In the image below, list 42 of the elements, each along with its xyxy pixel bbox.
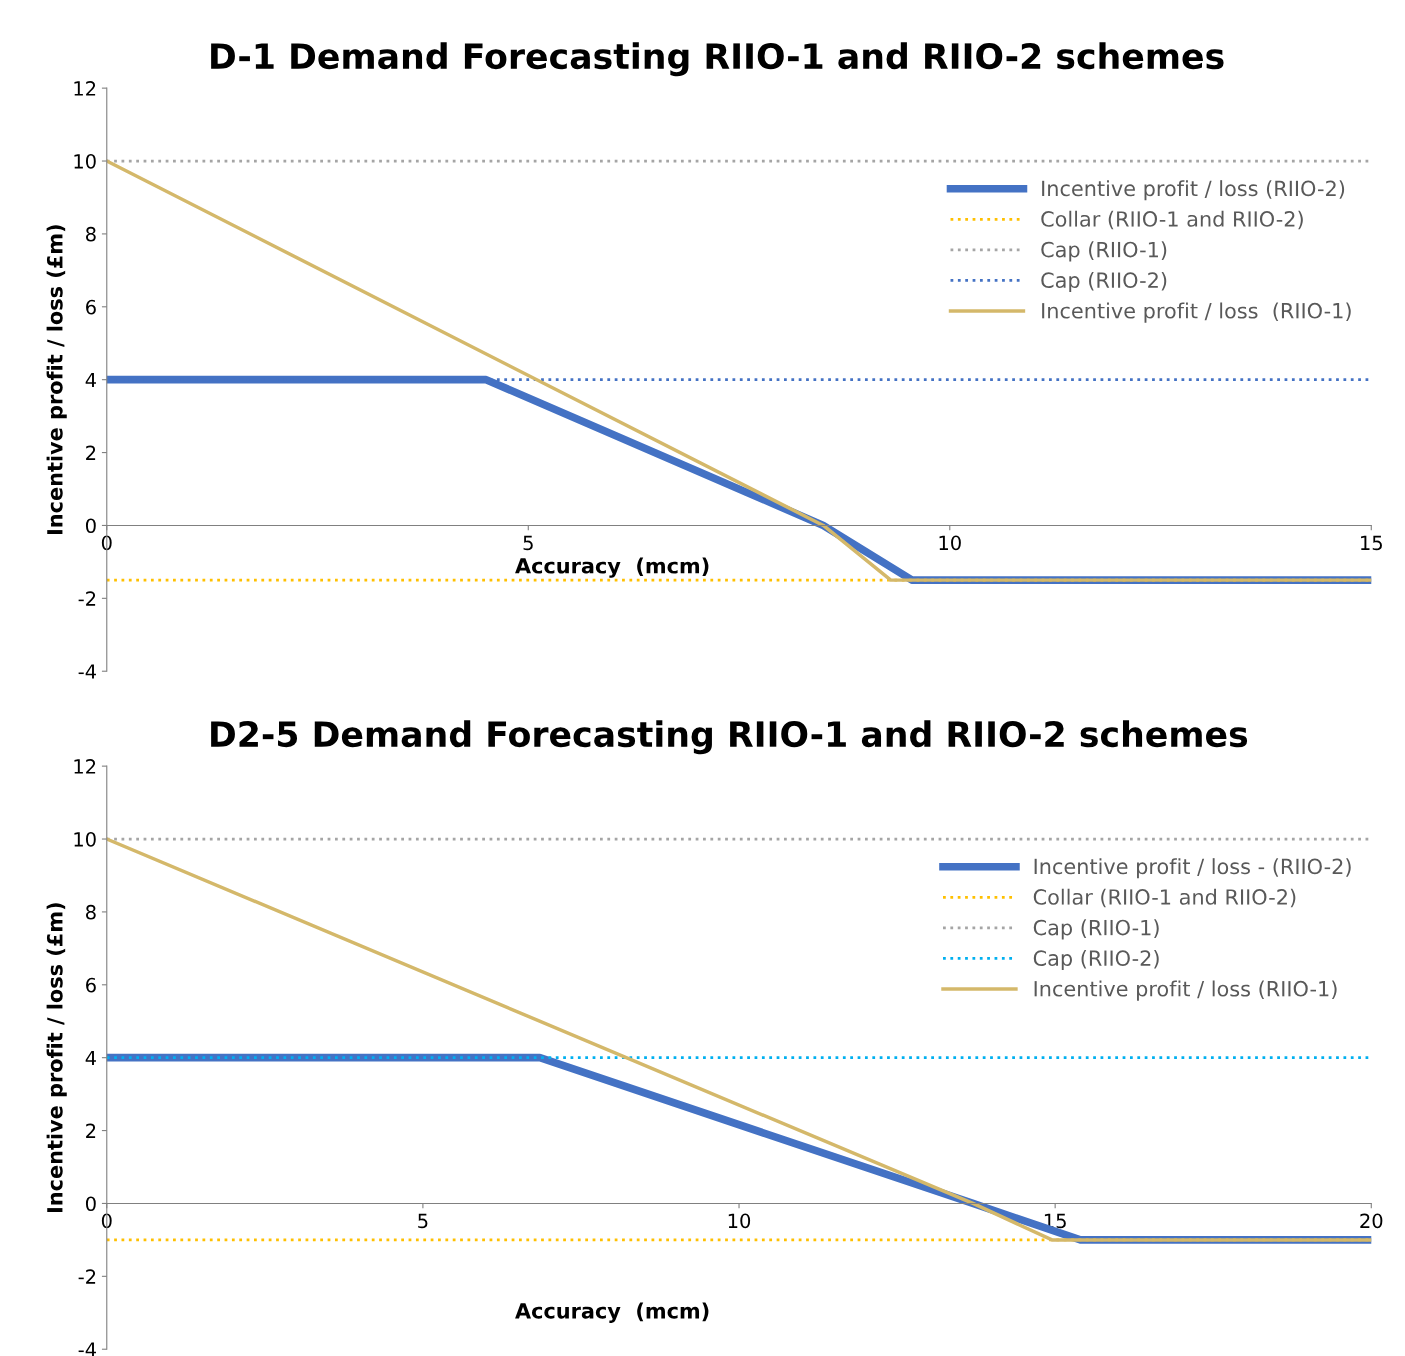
legend-label: Cap (RIIO-2) — [1041, 271, 1167, 293]
x-axis-title: Accuracy (mcm) — [515, 1302, 709, 1323]
legend-label: Collar (RIIO-1 and RIIO-2) — [1041, 210, 1303, 230]
legend-label: Incentive profit / loss - (RIIO-2) — [1034, 858, 1351, 879]
y-tick-label: 0 — [85, 1196, 96, 1212]
legend-label: Cap (RIIO-1) — [1033, 919, 1159, 940]
y-tick-label: -2 — [78, 591, 96, 606]
y-tick-label: 12 — [74, 81, 96, 96]
chart-title: D-1 Demand Forecasting RIIO-1 and RIIO-2 schemes — [211, 42, 1224, 77]
legend-label: Incentive profit / loss (RIIO-1) — [1042, 302, 1351, 323]
x-tick-label: 0 — [101, 535, 112, 551]
y-tick-label: 2 — [86, 445, 96, 460]
legend-label: Cap (RIIO-2) — [1033, 949, 1159, 971]
x-tick-label: 10 — [728, 1213, 751, 1229]
y-tick-label: 10 — [74, 153, 96, 169]
x-tick-label: 5 — [523, 535, 533, 551]
legend-label: Incentive profit / loss (RIIO-1) — [1034, 980, 1337, 1001]
y-tick-label: -4 — [78, 664, 96, 679]
y-tick-label: 6 — [86, 299, 96, 315]
y-tick-label: 8 — [86, 904, 96, 920]
chart-title: D2-5 Demand Forecasting RIIO-1 and RIIO-2 schemes — [211, 720, 1248, 755]
legend-label: Collar (RIIO-1 and RIIO-2) — [1033, 888, 1296, 908]
y-axis-title: Incentive profit / loss (£m) — [46, 903, 67, 1213]
legend-label: Incentive profit / loss (RIIO-2) — [1042, 180, 1345, 201]
y-tick-label: 4 — [85, 1050, 96, 1066]
y-tick-label: 0 — [85, 518, 96, 534]
y-axis-title: Incentive profit / loss (£m) — [46, 225, 67, 535]
x-tick-label: 20 — [1360, 1213, 1383, 1229]
y-tick-label: 8 — [86, 226, 96, 242]
x-tick-label: 15 — [1361, 535, 1382, 551]
y-tick-label: -4 — [78, 1342, 96, 1356]
y-tick-label: 6 — [86, 977, 96, 993]
y-tick-label: 2 — [86, 1123, 96, 1138]
x-tick-label: 0 — [101, 1213, 112, 1229]
y-tick-label: 4 — [85, 372, 96, 388]
x-tick-label: 5 — [418, 1213, 428, 1229]
y-tick-label: 10 — [74, 831, 96, 847]
x-tick-label: 10 — [939, 535, 961, 551]
legend-label: Cap (RIIO-1) — [1041, 241, 1167, 262]
x-axis-title: Accuracy (mcm) — [515, 557, 709, 578]
y-tick-label: 12 — [74, 759, 96, 774]
y-tick-label: -2 — [78, 1269, 96, 1284]
